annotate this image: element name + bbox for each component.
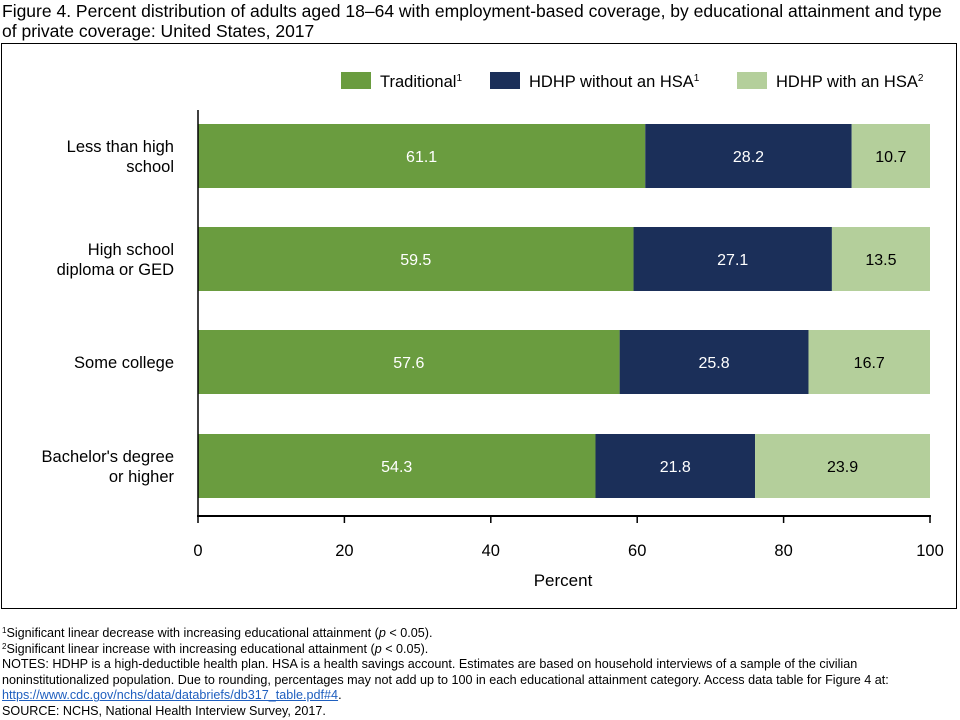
legend-swatch xyxy=(341,72,371,89)
category-label: High school xyxy=(88,241,174,259)
bar-segment xyxy=(831,227,930,291)
data-label: 10.7 xyxy=(875,149,906,166)
bar-segment xyxy=(755,434,930,498)
legend-swatch xyxy=(737,72,767,89)
bar-segment xyxy=(851,124,930,188)
data-table-link[interactable]: https://www.cdc.gov/nchs/data/databriefs… xyxy=(2,688,339,703)
bar-segment xyxy=(198,434,596,498)
source: SOURCE: NCHS, National Health Interview … xyxy=(2,703,326,718)
data-label: 13.5 xyxy=(865,252,896,269)
data-label: 59.5 xyxy=(400,252,431,269)
bar-segment xyxy=(198,124,646,188)
footnote-2: 2Significant linear increase with increa… xyxy=(2,641,429,656)
category-label: Less than high xyxy=(67,138,174,156)
notes: NOTES: HDHP is a high-deductible health … xyxy=(2,657,889,703)
bar-segment xyxy=(595,434,756,498)
data-label: 27.1 xyxy=(717,252,748,269)
data-label: 57.6 xyxy=(393,355,424,372)
bar-segment xyxy=(198,227,634,291)
legend-label: HDHP without an HSA1 xyxy=(529,73,700,91)
legend-label: Traditional1 xyxy=(380,73,462,91)
figure-title: Figure 4. Percent distribution of adults… xyxy=(2,1,942,41)
bar-segment xyxy=(198,330,620,394)
x-tick-label: 100 xyxy=(916,542,944,560)
legend-swatch xyxy=(490,72,520,89)
bar-segment xyxy=(645,124,852,188)
x-tick-label: 40 xyxy=(482,542,500,560)
bar-segment xyxy=(633,227,832,291)
footnote-1: 1Significant linear decrease with increa… xyxy=(2,626,433,640)
data-label: 21.8 xyxy=(660,459,691,476)
legend-label: HDHP with an HSA2 xyxy=(776,73,924,91)
category-label: diploma or GED xyxy=(57,261,174,279)
x-axis-title: Percent xyxy=(534,571,593,590)
category-label: Bachelor's degree xyxy=(42,448,174,466)
category-label: Some college xyxy=(74,354,174,372)
category-label: or higher xyxy=(109,468,175,486)
category-label: school xyxy=(126,158,174,176)
x-tick-label: 80 xyxy=(774,542,792,560)
x-tick-label: 0 xyxy=(193,542,202,560)
data-label: 54.3 xyxy=(381,459,412,476)
bar-segment xyxy=(808,330,930,394)
data-label: 28.2 xyxy=(733,149,764,166)
chart-frame xyxy=(1,43,957,609)
data-label: 61.1 xyxy=(406,149,437,166)
x-tick-label: 60 xyxy=(628,542,646,560)
data-label: 23.9 xyxy=(827,459,858,476)
data-label: 16.7 xyxy=(854,355,885,372)
x-tick-label: 20 xyxy=(335,542,353,560)
data-label: 25.8 xyxy=(698,355,729,372)
footnotes: 1Significant linear decrease with increa… xyxy=(2,626,957,720)
bar-segment xyxy=(619,330,809,394)
